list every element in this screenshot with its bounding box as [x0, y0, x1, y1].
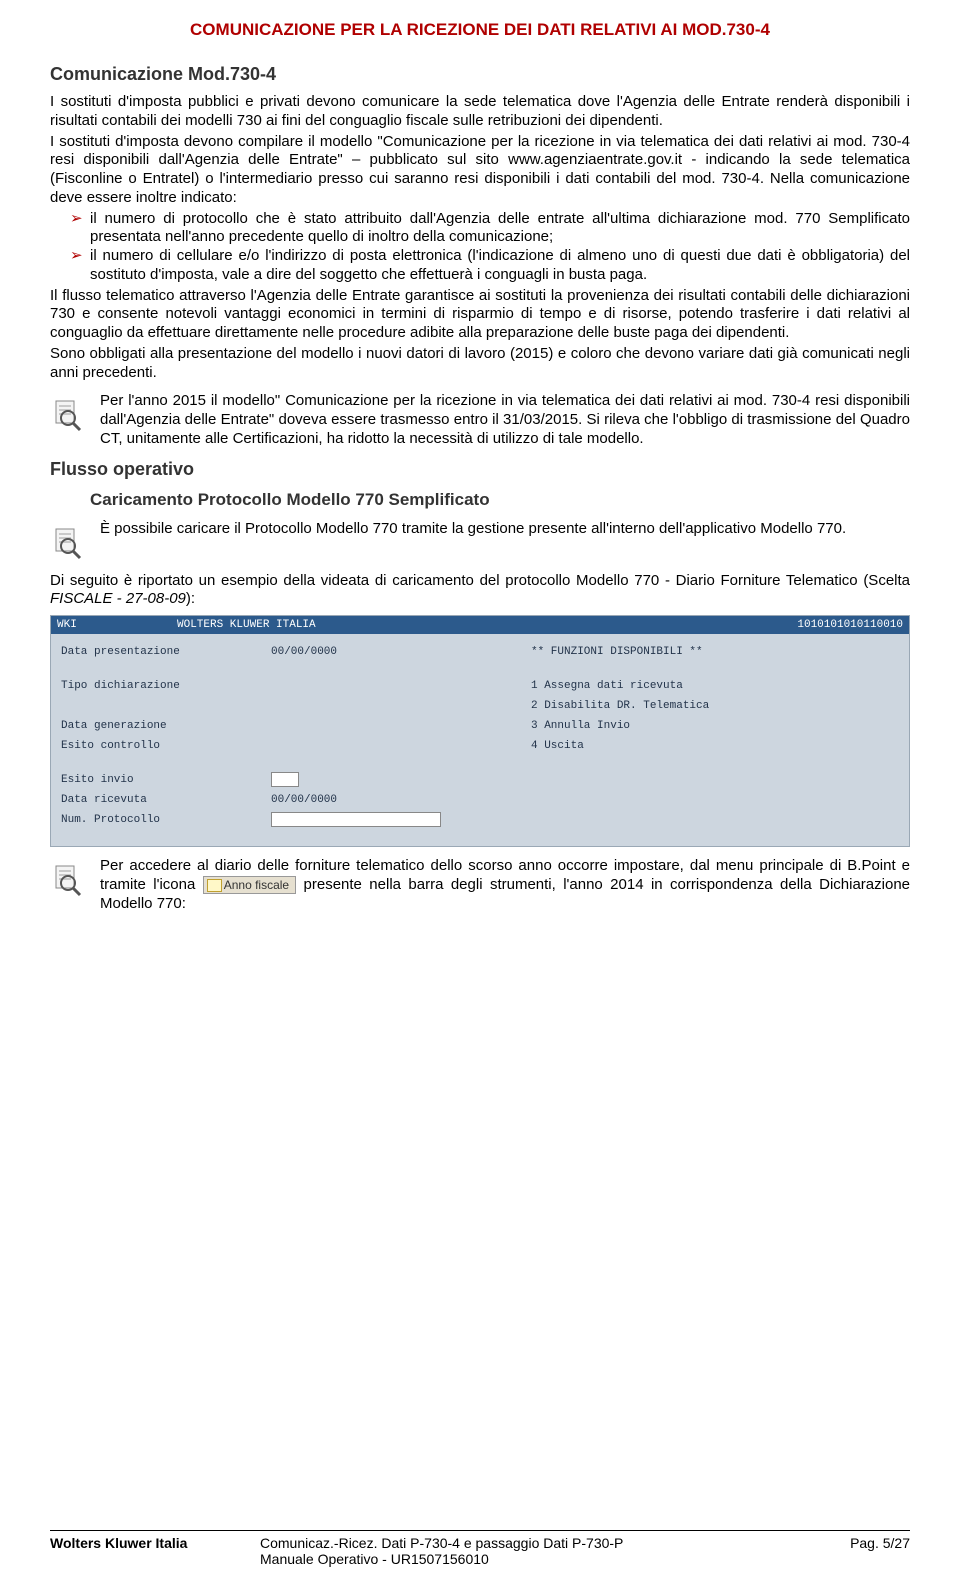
note-block: È possibile caricare il Protocollo Model…: [50, 520, 910, 564]
screenshot-titlebar: WKI WOLTERS KLUWER ITALIA 10101010101100…: [51, 616, 909, 634]
page-title: COMUNICAZIONE PER LA RICEZIONE DEI DATI …: [50, 20, 910, 40]
function-item: 2 Disabilita DR. Telematica: [531, 696, 899, 716]
footer-line1: Comunicaz.-Ricez. Dati P-730-4 e passagg…: [260, 1535, 790, 1551]
section-heading-flusso: Flusso operativo: [50, 459, 910, 480]
bullet-list: il numero di protocollo che è stato attr…: [50, 210, 910, 285]
text-run: ):: [186, 590, 195, 607]
note-text: Per accedere al diario delle forniture t…: [100, 857, 910, 913]
screenshot-company: WOLTERS KLUWER ITALIA: [177, 619, 797, 631]
embedded-app-screenshot: WKI WOLTERS KLUWER ITALIA 10101010101100…: [50, 615, 910, 847]
field-value: 00/00/0000: [271, 642, 531, 662]
footer-page-number: Pag. 5/27: [790, 1535, 910, 1567]
functions-header: ** FUNZIONI DISPONIBILI **: [531, 642, 899, 662]
list-item: il numero di protocollo che è stato attr…: [50, 210, 910, 248]
field-label: Num. Protocollo: [61, 810, 271, 830]
subsection-heading-caricamento: Caricamento Protocollo Modello 770 Sempl…: [90, 490, 910, 510]
field-label: Data generazione: [61, 716, 271, 736]
note-block: Per accedere al diario delle forniture t…: [50, 857, 910, 913]
paragraph: Sono obbligati alla presentazione del mo…: [50, 345, 910, 383]
note-text: È possibile caricare il Protocollo Model…: [100, 520, 910, 539]
footer-title: Comunicaz.-Ricez. Dati P-730-4 e passagg…: [260, 1535, 790, 1567]
note-block: Per l'anno 2015 il modello" Comunicazion…: [50, 392, 910, 448]
paragraph: Il flusso telematico attraverso l'Agenzi…: [50, 287, 910, 343]
magnifier-document-icon: [50, 526, 86, 564]
field-label: Data ricevuta: [61, 790, 271, 810]
magnifier-document-icon: [50, 863, 86, 901]
input-box: [271, 772, 299, 787]
text-run: Di seguito è riportato un esempio della …: [50, 572, 910, 589]
function-item: 4 Uscita: [531, 736, 899, 756]
anno-fiscale-toolbar-button: Anno fiscale: [203, 876, 296, 894]
page-footer: Wolters Kluwer Italia Comunicaz.-Ricez. …: [50, 1530, 910, 1567]
field-label: Esito invio: [61, 770, 271, 790]
footer-publisher: Wolters Kluwer Italia: [50, 1535, 260, 1567]
input-box: [271, 812, 441, 827]
paragraph: I sostituti d'imposta pubblici e privati…: [50, 93, 910, 131]
paragraph: I sostituti d'imposta devono compilare i…: [50, 133, 910, 208]
field-label: Esito controllo: [61, 736, 271, 756]
field-value: 00/00/0000: [271, 790, 531, 810]
field-label: Data presentazione: [61, 642, 271, 662]
footer-line2: Manuale Operativo - UR1507156010: [260, 1551, 790, 1567]
note-text: Per l'anno 2015 il modello" Comunicazion…: [100, 392, 910, 448]
section-heading-comunicazione: Comunicazione Mod.730-4: [50, 64, 910, 85]
screenshot-code: WKI: [57, 619, 177, 631]
screenshot-number: 1010101010110010: [797, 619, 903, 631]
text-italic: FISCALE - 27-08-09: [50, 590, 186, 607]
paragraph: Di seguito è riportato un esempio della …: [50, 572, 910, 610]
magnifier-document-icon: [50, 398, 86, 436]
field-label: Tipo dichiarazione: [61, 676, 271, 696]
function-item: 3 Annulla Invio: [531, 716, 899, 736]
list-item: il numero di cellulare e/o l'indirizzo d…: [50, 247, 910, 285]
screenshot-body: Data presentazione 00/00/0000 ** FUNZION…: [51, 634, 909, 846]
function-item: 1 Assegna dati ricevuta: [531, 676, 899, 696]
